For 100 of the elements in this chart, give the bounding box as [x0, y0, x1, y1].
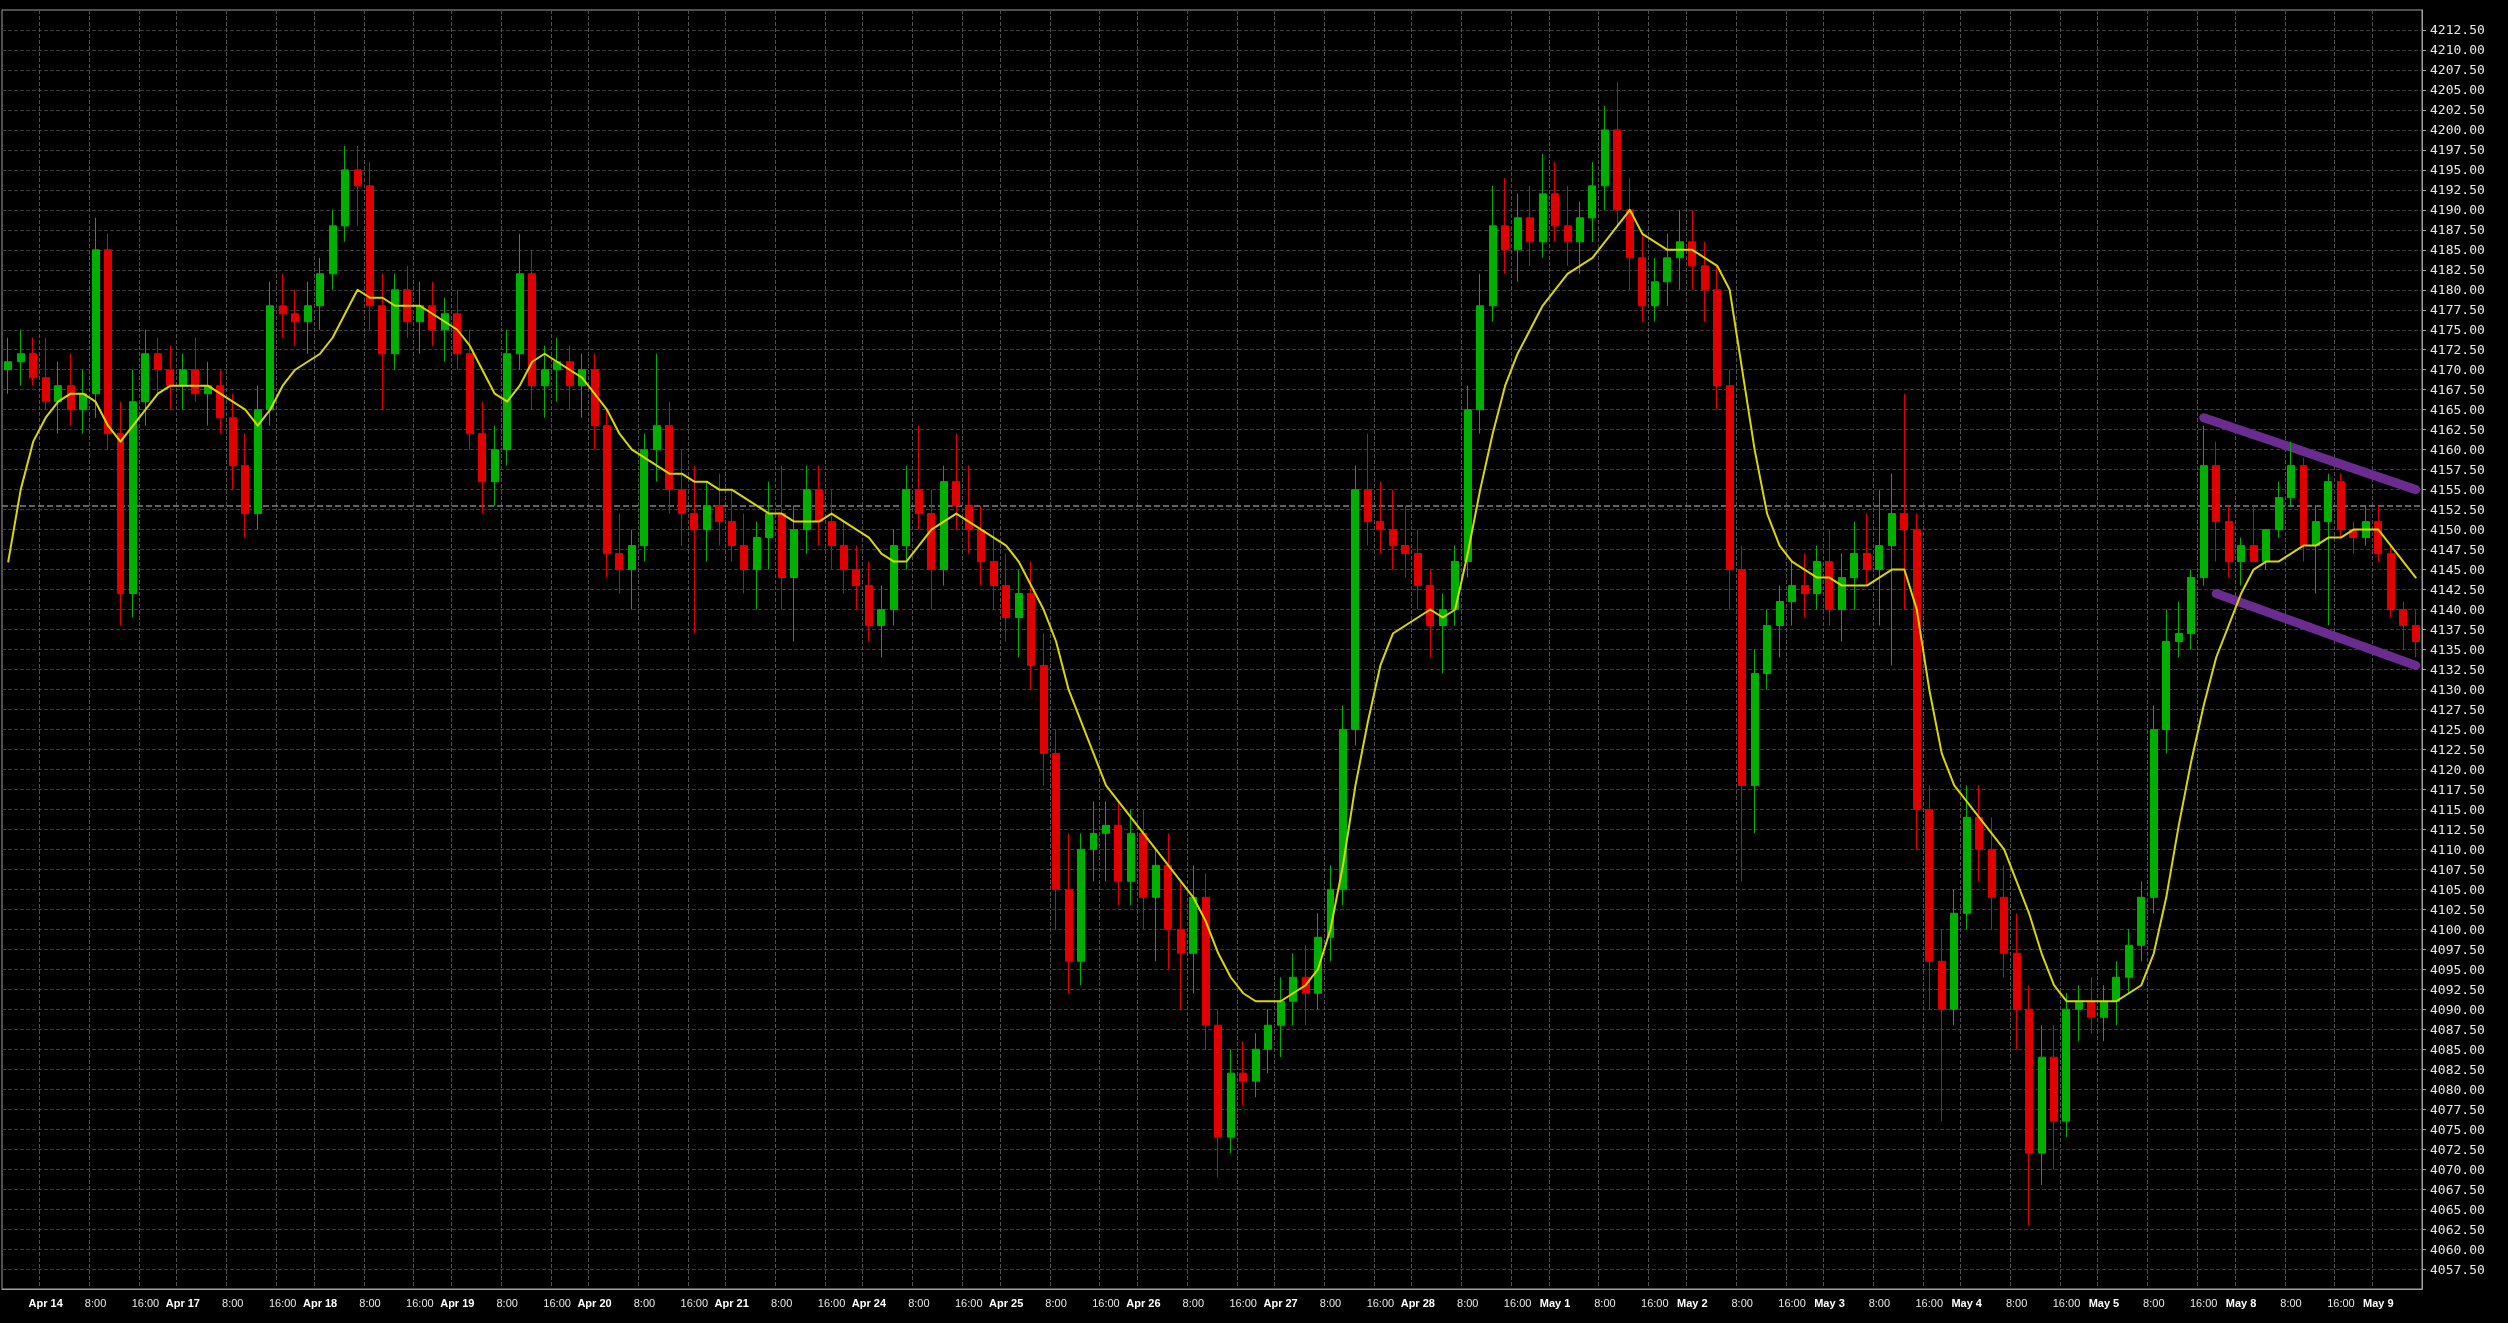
candlestick — [1501, 177, 1509, 275]
candlestick — [603, 409, 611, 579]
candlestick — [528, 249, 536, 411]
x-tick-label: 8:00 — [2280, 1296, 2302, 1309]
y-tick-label: 4157.50 — [2430, 462, 2485, 478]
x-tick-label: 16:00 — [680, 1296, 709, 1309]
x-tick-label: 8:00 — [1457, 1296, 1479, 1309]
candlestick — [1114, 800, 1122, 906]
candlestick — [2013, 912, 2021, 1050]
candlestick — [1601, 105, 1609, 211]
candlestick — [2050, 1024, 2058, 1170]
x-tick-label: 16:00 — [1229, 1296, 1257, 1309]
candlestick — [254, 385, 262, 531]
x-tick-label: 8:00 — [84, 1296, 107, 1309]
candlestick — [990, 529, 998, 611]
candlestick — [1052, 728, 1060, 930]
candlestick — [2150, 704, 2158, 914]
candlestick — [1376, 481, 1384, 555]
candlestick — [1801, 553, 1809, 619]
y-tick-label: 4057.50 — [2430, 1261, 2485, 1277]
y-tick-label: 4150.00 — [2430, 522, 2485, 538]
candlestick — [1127, 808, 1135, 906]
candlestick — [2300, 457, 2307, 563]
candlestick — [1938, 928, 1946, 1122]
y-tick-label: 4185.00 — [2430, 242, 2485, 258]
candlestick — [1476, 273, 1484, 435]
candlestick — [92, 217, 100, 419]
candlestick — [541, 345, 549, 419]
candlestick — [1975, 784, 1983, 882]
y-tick-label: 4205.00 — [2430, 82, 2485, 98]
y-tick-label: 4107.50 — [2430, 861, 2485, 877]
candlestick — [1738, 545, 1746, 882]
candlestick — [29, 337, 37, 387]
candlestick — [865, 561, 873, 643]
candlestick — [204, 361, 212, 427]
candlestick — [2038, 1024, 2046, 1186]
candlestick — [54, 361, 62, 435]
x-tick-label: 16:00 — [1503, 1296, 1532, 1309]
y-tick-label: 4177.50 — [2430, 302, 2485, 318]
y-tick-label: 4190.00 — [2430, 202, 2485, 218]
y-tick-label: 4080.00 — [2430, 1081, 2485, 1097]
candlestick — [2324, 473, 2332, 627]
candlestick — [1152, 848, 1160, 962]
x-tick-label: Apr 26 — [1126, 1296, 1161, 1309]
candlestick — [316, 257, 324, 331]
x-tick-label: 16:00 — [1641, 1296, 1669, 1309]
candlestick — [1189, 864, 1197, 994]
candlestick — [1913, 513, 1921, 850]
candlestick — [2212, 441, 2220, 563]
candlestick — [191, 337, 199, 403]
candlestick — [2337, 473, 2345, 539]
y-tick-label: 4155.00 — [2430, 482, 2485, 498]
candlestick — [229, 393, 237, 491]
candlestick — [1401, 505, 1409, 579]
candlestick — [2175, 601, 2183, 658]
candlestick — [1751, 649, 1759, 834]
candlestick — [2225, 505, 2233, 579]
candlestick — [1090, 800, 1097, 882]
candlestick — [2287, 441, 2295, 507]
candlestick — [653, 353, 661, 483]
candlestick — [17, 329, 25, 387]
x-tick-label: 16:00 — [1915, 1296, 1944, 1309]
candlestick — [1040, 633, 1048, 786]
candlestick — [1763, 609, 1771, 690]
candlestick — [67, 353, 75, 427]
y-tick-label: 4060.00 — [2430, 1241, 2485, 1257]
candlestick — [765, 481, 773, 571]
candlestick — [1489, 185, 1497, 323]
candlestick — [890, 529, 898, 627]
y-tick-label: 4092.50 — [2430, 981, 2485, 997]
candlestick — [1514, 193, 1522, 283]
x-tick-label: 8:00 — [359, 1296, 381, 1309]
candlestick — [453, 289, 461, 371]
candlestick — [940, 465, 948, 587]
candlestick — [2275, 481, 2283, 539]
candlestick — [1464, 385, 1472, 579]
x-tick-label: 16:00 — [1778, 1296, 1806, 1309]
candlestick — [1838, 553, 1846, 643]
candlestick — [640, 433, 648, 563]
candlestick — [715, 473, 723, 547]
x-tick-label: 8:00 — [1319, 1296, 1342, 1309]
candlestick — [1314, 912, 1322, 1010]
candlestick — [902, 465, 910, 571]
candlestick — [628, 529, 636, 611]
candlestick — [1202, 872, 1210, 1050]
candlestick — [1813, 545, 1821, 611]
candlestick — [1526, 185, 1534, 267]
y-tick-label: 4135.00 — [2430, 642, 2485, 657]
candlestick — [2000, 864, 2008, 978]
y-tick-label: 4145.00 — [2430, 562, 2485, 578]
candlestick — [2262, 529, 2270, 571]
x-tick-label: Apr 27 — [1263, 1296, 1298, 1309]
candlestick — [1539, 153, 1547, 259]
candlestick — [2412, 609, 2420, 658]
candlestick — [503, 329, 511, 467]
candlestick — [591, 353, 599, 451]
candlestick — [2312, 505, 2320, 595]
candlestick — [1850, 521, 1858, 611]
x-tick-label: 8:00 — [2143, 1296, 2165, 1309]
y-tick-label: 4110.00 — [2430, 841, 2485, 857]
